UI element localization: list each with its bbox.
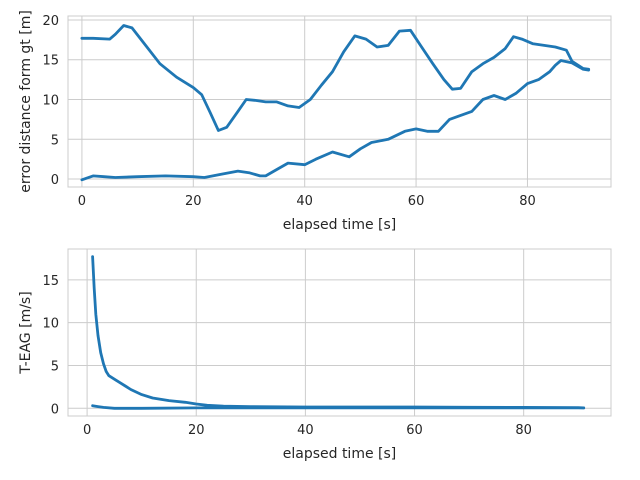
y-tick-label: 0 bbox=[51, 402, 59, 417]
series-line-1 bbox=[80, 24, 591, 132]
x-tick-label: 80 bbox=[519, 194, 536, 209]
x-tick-label: 0 bbox=[83, 423, 91, 438]
y-axis-label: T-EAG [m/s] bbox=[18, 291, 34, 374]
y-tick-label: 5 bbox=[51, 359, 59, 374]
y-tick-label: 0 bbox=[51, 173, 59, 188]
x-tick-label: 20 bbox=[185, 194, 202, 209]
x-tick-label: 60 bbox=[406, 423, 423, 438]
y-tick-label: 20 bbox=[42, 14, 59, 29]
x-tick-label: 60 bbox=[408, 194, 425, 209]
x-tick-label: 40 bbox=[297, 423, 314, 438]
x-tick-label: 40 bbox=[296, 194, 313, 209]
x-tick-label: 0 bbox=[78, 194, 86, 209]
plot-frame bbox=[67, 248, 612, 417]
x-axis-label: elapsed time [s] bbox=[283, 217, 397, 233]
bottom-axes: 0 20 40 60 80 0 5 10 15 elapsed time [s]… bbox=[18, 248, 612, 462]
y-tick-label: 10 bbox=[42, 317, 59, 332]
plot-frame bbox=[67, 15, 612, 188]
top-axes: 0 20 40 60 80 0 5 10 15 20 elapsed time … bbox=[18, 10, 612, 233]
x-tick-label: 80 bbox=[515, 423, 532, 438]
y-tick-label: 15 bbox=[42, 274, 59, 289]
y-tick-label: 15 bbox=[42, 54, 59, 69]
y-tick-label: 10 bbox=[42, 94, 59, 109]
x-tick-label: 20 bbox=[188, 423, 205, 438]
y-axis-label: error distance form gt [m] bbox=[18, 10, 34, 193]
y-tick-label: 5 bbox=[51, 133, 59, 148]
series-line-2 bbox=[91, 404, 586, 410]
series-line-2 bbox=[80, 59, 591, 182]
x-axis-label: elapsed time [s] bbox=[283, 446, 397, 462]
